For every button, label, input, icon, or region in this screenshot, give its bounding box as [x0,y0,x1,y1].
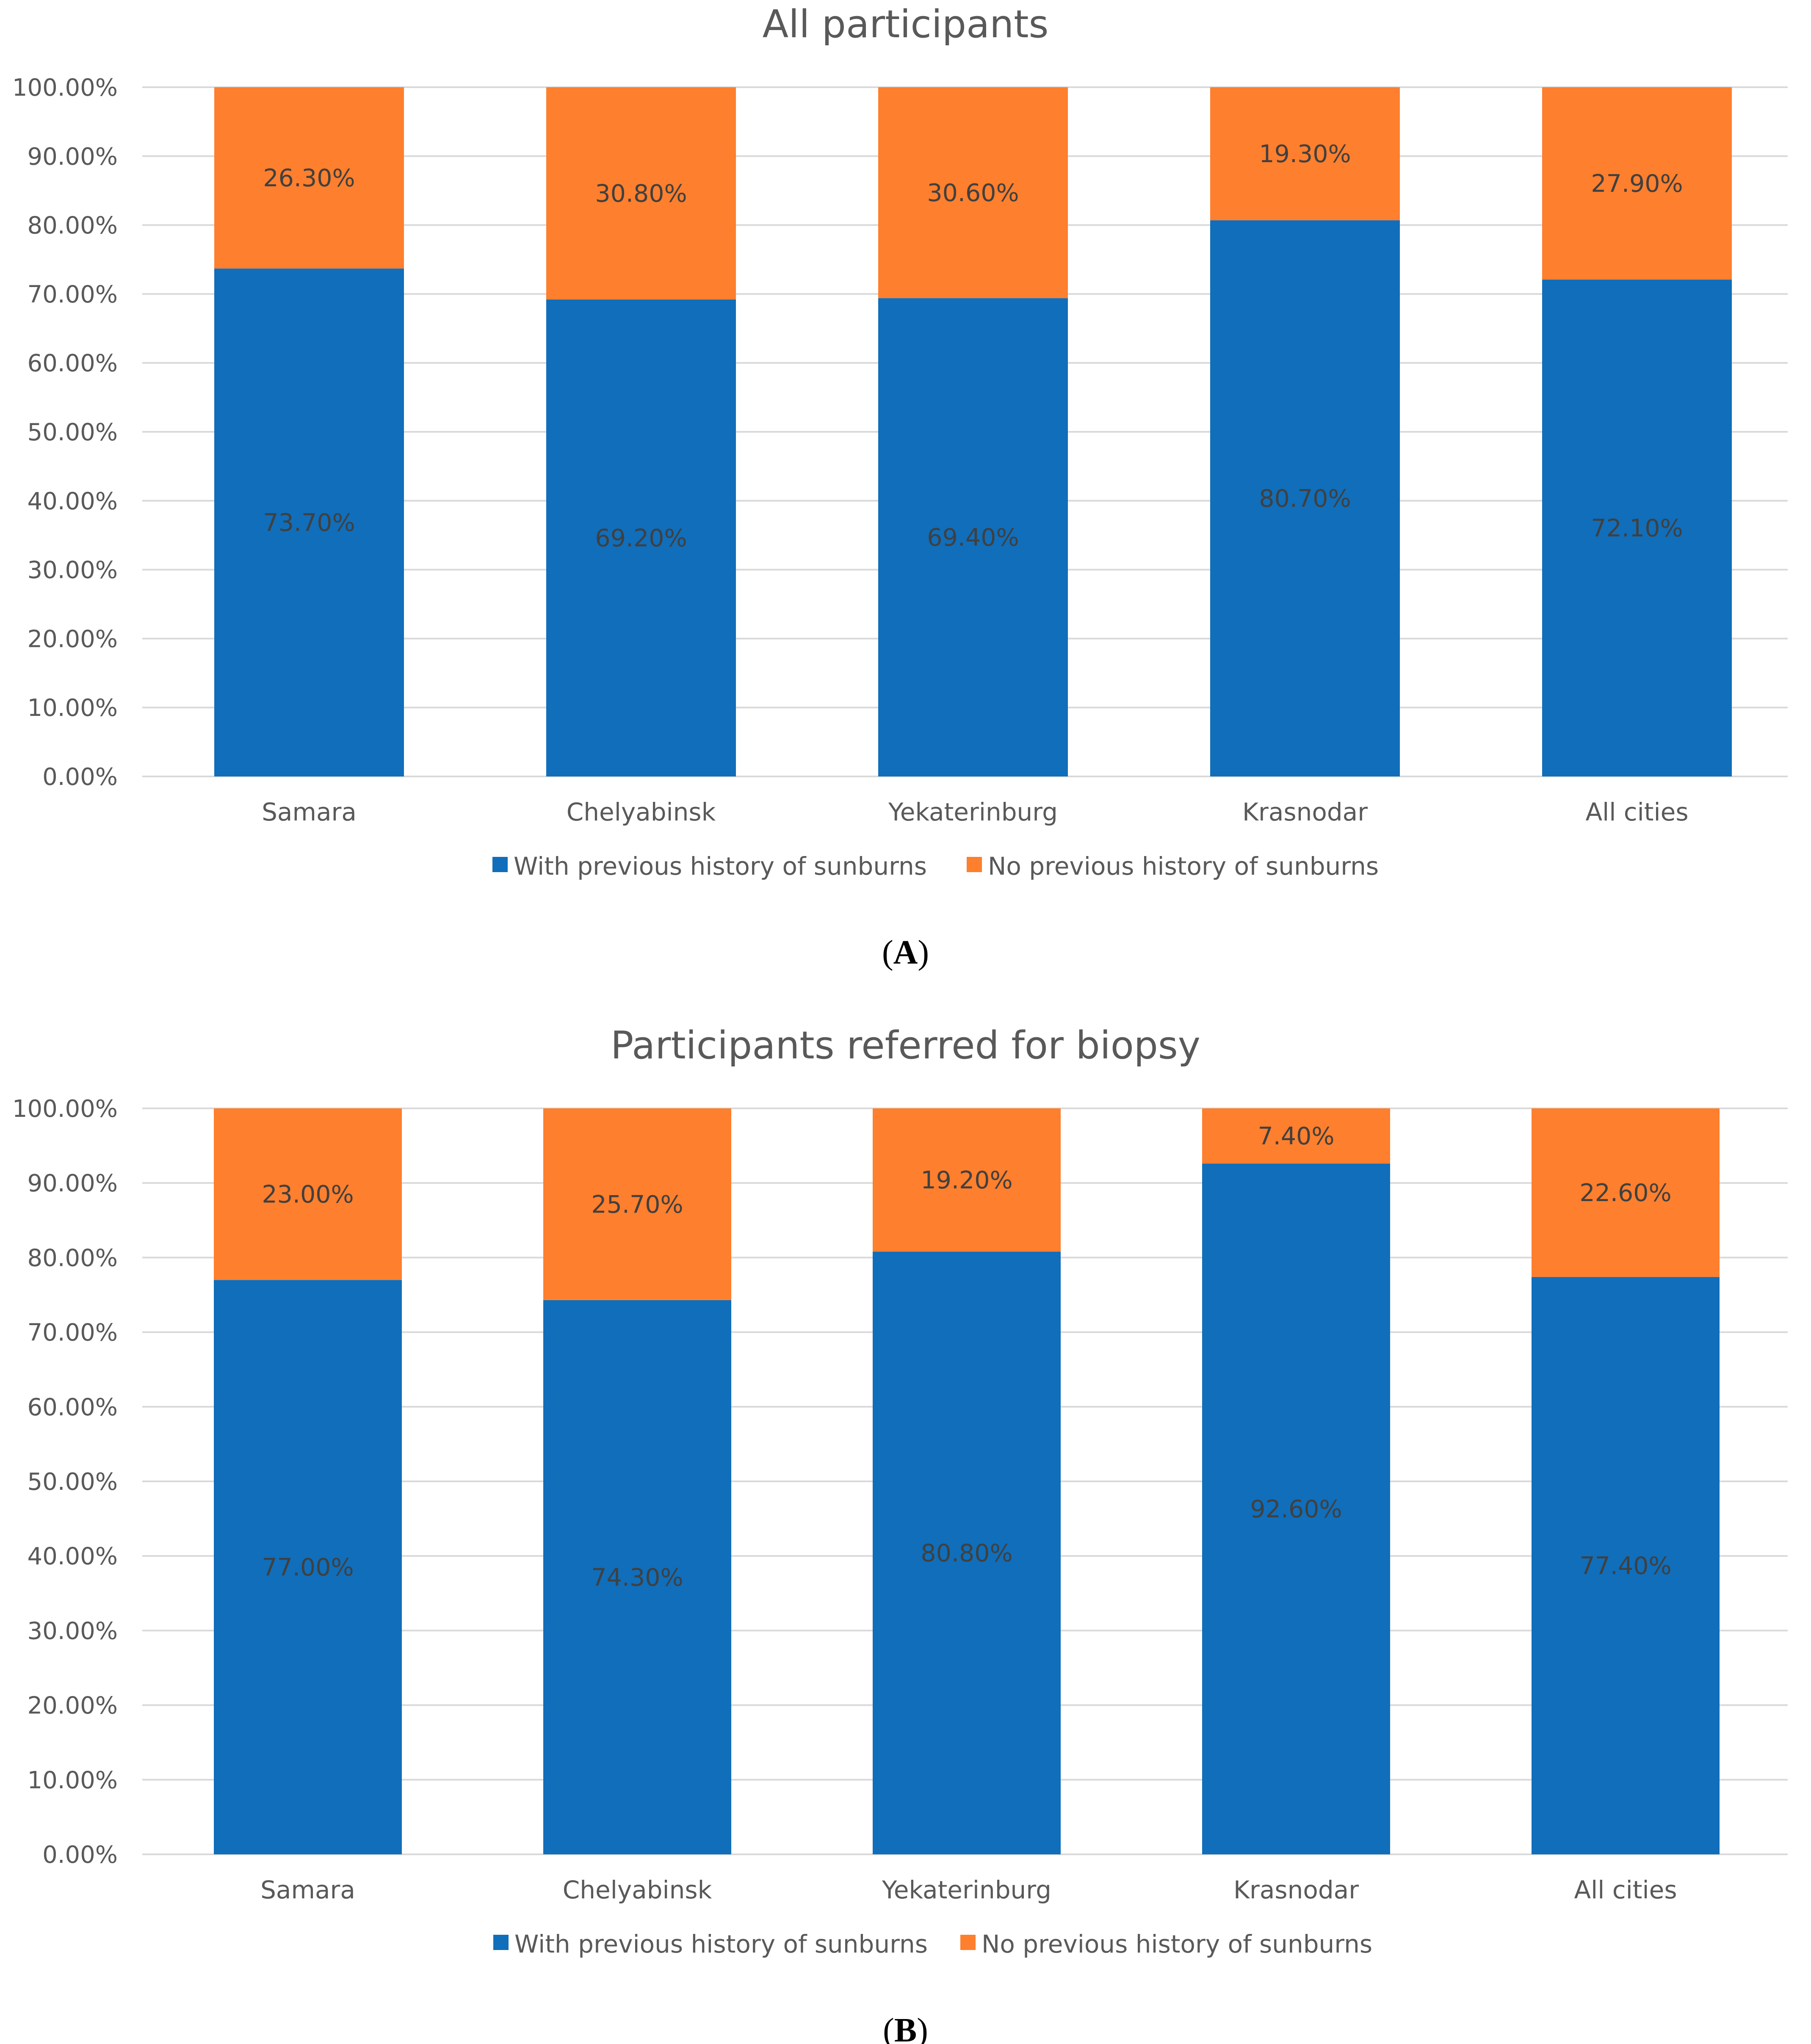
bar-segment-with-history [1542,279,1732,777]
panel-letter: B [894,2012,917,2044]
data-label: 92.60% [1250,1495,1342,1523]
data-label: 19.20% [921,1166,1012,1194]
y-tick-label: 20.00% [27,625,118,653]
data-label: 69.20% [595,525,687,552]
y-tick-label: 60.00% [27,1394,118,1421]
bar-segment-no-history [873,1108,1061,1252]
bar-segment-with-history [546,299,736,776]
category-label: Samara [262,798,357,826]
category-label: All cities [1574,1876,1677,1904]
y-tick-label: 30.00% [27,1617,118,1645]
data-label: 72.10% [1591,514,1683,542]
y-tick-label: 100.00% [12,1095,118,1123]
data-label: 80.80% [921,1539,1012,1567]
data-label: 26.30% [263,164,355,192]
bar-segment-with-history [543,1300,731,1854]
data-label: 80.70% [1259,485,1351,513]
bar-segment-no-history [1202,1108,1390,1164]
y-tick-label: 10.00% [27,1767,118,1794]
category-label: Yekaterinburg [888,798,1058,826]
y-tick-label: 40.00% [27,1543,118,1570]
legend-label: With previous history of sunburns [514,852,927,881]
category-label: Samara [260,1876,355,1904]
bar-segment-no-history [1532,1108,1720,1277]
panel-label: (A) [882,934,929,971]
legend-swatch-with-history [492,857,508,872]
category-label: Krasnodar [1242,798,1368,826]
panel-label: (B) [883,2012,928,2044]
bar-segment-with-history [214,268,404,776]
data-label: 19.30% [1259,140,1351,168]
bar-segment-no-history [1542,87,1732,280]
data-label: 25.70% [591,1190,683,1218]
data-label: 74.30% [591,1563,683,1591]
data-label: 69.40% [927,524,1019,552]
bar-segment-no-history [214,1108,402,1280]
bar-segment-with-history [214,1280,402,1854]
bar-segment-with-history [873,1251,1061,1854]
chart-panel-b: Participants referred for biopsy 0.00% 10.… [12,1023,1788,2044]
y-tick-label: 30.00% [27,557,118,584]
data-label: 77.40% [1579,1552,1671,1580]
y-tick-label: 0.00% [42,763,118,791]
panel-paren: ( [883,2012,894,2044]
category-label: All cities [1585,798,1688,826]
bar-segment-with-history [1532,1277,1720,1854]
legend-label: With previous history of sunburns [514,1930,928,1958]
legend-swatch-with-history [493,1935,509,1950]
chart-panel-a: All participants 0.00% 10.00% 20.00% 30.00% 4… [12,2,1788,971]
data-label: 27.90% [1591,170,1683,198]
legend-label: No previous history of sunburns [982,1930,1372,1958]
data-label: 73.70% [263,509,355,537]
category-label: Chelyabinsk [563,1876,712,1904]
panel-letter: A [893,934,918,971]
y-tick-label: 70.00% [27,1319,118,1347]
data-label: 30.80% [595,180,687,208]
y-tick-label: 100.00% [12,74,118,102]
category-label: Chelyabinsk [567,798,716,826]
y-tick-label: 10.00% [27,694,118,722]
y-tick-label: 80.00% [27,1244,118,1272]
legend-swatch-no-history [960,1935,976,1950]
legend: With previous history of sunburns No prev… [493,1930,1372,1958]
y-tick-label: 20.00% [27,1692,118,1720]
y-tick-label: 0.00% [42,1841,118,1869]
panel-paren: ) [917,2012,928,2044]
bar-segment-no-history [543,1108,731,1300]
bar-segment-no-history [214,87,404,269]
legend-swatch-no-history [967,857,982,872]
y-tick-label: 90.00% [27,143,118,171]
y-tick-label: 80.00% [27,212,118,240]
legend: With previous history of sunburns No prev… [492,852,1379,881]
chart-title: Participants referred for biopsy [611,1023,1200,1068]
bar-segment-no-history [878,87,1068,298]
y-tick-label: 50.00% [27,1468,118,1496]
y-tick-label: 90.00% [27,1170,118,1197]
legend-label: No previous history of sunburns [988,852,1379,881]
panel-paren: ) [918,934,929,971]
y-tick-label: 60.00% [27,350,118,377]
chart-title: All participants [763,2,1049,47]
category-label: Yekaterinburg [882,1876,1051,1904]
data-label: 22.60% [1579,1179,1671,1207]
bar-segment-no-history [1210,87,1400,221]
bar-segment-with-history [1202,1163,1390,1854]
bar-segment-with-history [878,298,1068,777]
bar-segment-no-history [546,87,736,300]
y-tick-label: 70.00% [27,281,118,308]
data-label: 30.60% [927,179,1019,207]
data-label: 7.40% [1258,1122,1334,1150]
data-label: 23.00% [262,1181,354,1209]
y-tick-label: 40.00% [27,488,118,515]
bar-segment-with-history [1210,220,1400,776]
panel-paren: ( [882,934,893,971]
y-tick-label: 50.00% [27,419,118,446]
data-label: 77.00% [262,1554,354,1582]
category-label: Krasnodar [1233,1876,1359,1904]
